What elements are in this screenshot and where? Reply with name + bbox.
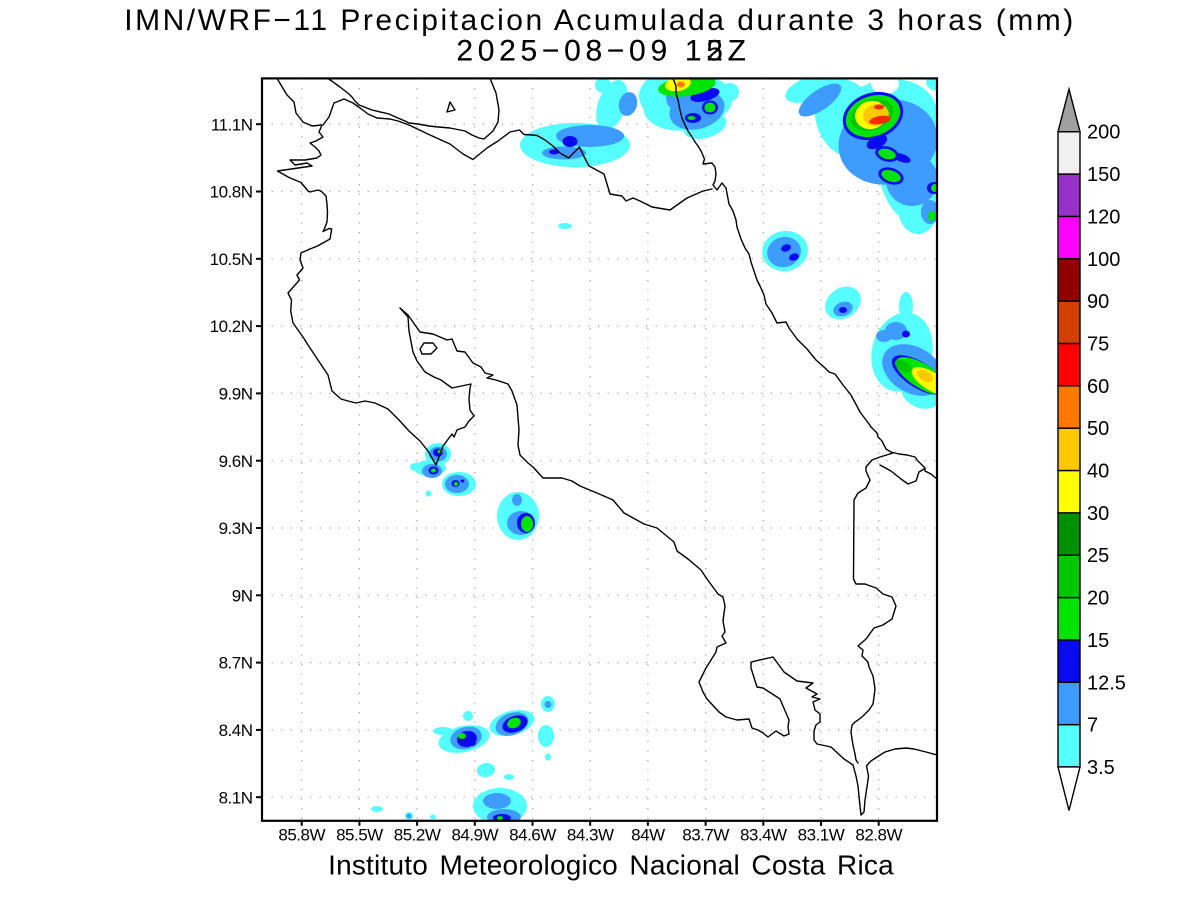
svg-text:10.5N: 10.5N	[210, 250, 253, 269]
svg-text:40: 40	[1087, 461, 1109, 483]
svg-text:2025−08−09 15Z: 2025−08−09 15Z	[456, 35, 750, 68]
svg-text:200: 200	[1087, 122, 1120, 144]
svg-text:90: 90	[1087, 291, 1109, 313]
svg-text:3.5: 3.5	[1087, 757, 1115, 779]
svg-text:10.8N: 10.8N	[210, 183, 253, 202]
svg-text:84.3W: 84.3W	[567, 826, 614, 845]
svg-text:IMN/WRF−11 Precipitacion Acumu: IMN/WRF−11 Precipitacion Acumulada duran…	[124, 4, 1075, 37]
svg-text:50: 50	[1087, 418, 1109, 440]
svg-text:150: 150	[1087, 164, 1120, 186]
svg-text:8.7N: 8.7N	[219, 654, 253, 673]
svg-text:83.4W: 83.4W	[740, 826, 787, 845]
svg-text:60: 60	[1087, 376, 1109, 398]
svg-text:8.4N: 8.4N	[219, 721, 253, 740]
svg-text:Instituto Meteorologico Nacion: Instituto Meteorologico Nacional Costa R…	[328, 850, 894, 881]
svg-text:85.5W: 85.5W	[336, 826, 383, 845]
svg-text:2025−08−09 12Z: 2025−08−09 12Z	[456, 35, 750, 68]
svg-text:12.5: 12.5	[1087, 672, 1126, 694]
svg-text:9.6N: 9.6N	[219, 452, 253, 471]
svg-text:84.9W: 84.9W	[451, 826, 498, 845]
svg-text:84.6W: 84.6W	[509, 826, 556, 845]
svg-text:15: 15	[1087, 630, 1109, 652]
svg-text:8.1N: 8.1N	[219, 788, 253, 807]
svg-text:85.2W: 85.2W	[394, 826, 441, 845]
svg-text:9.9N: 9.9N	[219, 385, 253, 404]
svg-text:85.8W: 85.8W	[278, 826, 325, 845]
svg-text:9N: 9N	[232, 586, 253, 605]
svg-text:20: 20	[1087, 588, 1109, 610]
svg-text:84W: 84W	[631, 826, 665, 845]
svg-text:25: 25	[1087, 545, 1109, 567]
svg-text:83.7W: 83.7W	[682, 826, 729, 845]
svg-text:11.1N: 11.1N	[211, 115, 253, 134]
svg-text:9.3N: 9.3N	[219, 519, 253, 538]
svg-text:30: 30	[1087, 503, 1109, 525]
svg-text:10.2N: 10.2N	[210, 317, 253, 336]
svg-text:75: 75	[1087, 333, 1109, 355]
svg-text:83.1W: 83.1W	[798, 826, 845, 845]
svg-text:120: 120	[1087, 206, 1120, 228]
svg-text:82.8W: 82.8W	[855, 826, 902, 845]
svg-text:7: 7	[1087, 715, 1098, 737]
svg-text:100: 100	[1087, 249, 1120, 271]
